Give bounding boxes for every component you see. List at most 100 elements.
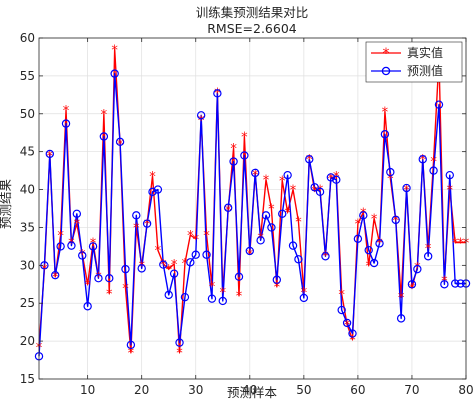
data-point-actual: * — [230, 142, 237, 157]
data-point-actual: * — [371, 212, 378, 227]
data-point-predicted — [310, 183, 319, 192]
legend: * 真实值 预测值 — [365, 41, 463, 83]
series-layer: * * * * * * * * * * * * * * * * * * * * * * * * * * * * * * * * * * * * * * * *… — [34, 43, 471, 361]
data-point-predicted — [450, 279, 460, 288]
data-point-actual: * — [101, 108, 108, 123]
data-point-actual: * — [149, 170, 156, 185]
data-point-predicted — [369, 258, 379, 268]
data-point-predicted — [380, 130, 390, 139]
data-point-predicted — [251, 168, 260, 178]
data-point-predicted — [348, 329, 357, 338]
legend-label-predicted: 预测值 — [407, 63, 443, 78]
data-point-actual: * — [187, 229, 194, 244]
data-point-predicted — [191, 250, 200, 259]
data-point-predicted — [364, 245, 373, 255]
data-point-predicted — [202, 250, 211, 259]
data-point-predicted — [423, 252, 433, 261]
data-point-predicted — [115, 137, 125, 147]
legend-marker-predicted — [381, 66, 391, 76]
data-point-actual: * — [128, 346, 135, 361]
plot-frame — [38, 37, 467, 380]
data-point-actual: * — [322, 249, 329, 264]
data-point-predicted — [99, 132, 109, 141]
data-point-actual: * — [295, 215, 302, 230]
data-point-actual: * — [328, 172, 335, 187]
data-point-actual: * — [203, 229, 210, 244]
data-point-actual: * — [409, 282, 416, 297]
data-point-predicted — [326, 173, 336, 182]
data-point-predicted — [256, 236, 265, 245]
data-point-predicted — [229, 157, 238, 166]
data-point-actual: * — [279, 174, 286, 189]
data-point-predicted — [267, 223, 276, 232]
chart-subtitle: RMSE=2.6604 — [207, 21, 297, 36]
y-tick-label: 55 — [20, 69, 35, 83]
data-point-predicted — [402, 183, 411, 193]
y-tick-label: 50 — [20, 107, 35, 121]
data-point-actual: * — [214, 87, 221, 102]
data-point-actual: * — [160, 258, 167, 273]
data-point-actual: * — [349, 334, 356, 349]
data-point-actual: * — [111, 43, 118, 58]
data-point-predicted — [169, 269, 179, 278]
data-point-actual: * — [133, 221, 140, 236]
data-point-predicted — [164, 290, 173, 300]
x-tick-label: 60 — [350, 383, 365, 397]
x-tick-label: 20 — [134, 383, 149, 397]
data-point-actual: * — [263, 174, 270, 189]
series-markers-predicted — [34, 69, 471, 361]
data-point-actual: * — [447, 184, 454, 199]
legend-marker-actual: * — [383, 46, 390, 62]
data-point-predicted — [418, 155, 427, 164]
data-point-predicted — [396, 314, 406, 323]
data-point-actual: * — [355, 218, 362, 233]
data-point-predicted — [283, 170, 292, 180]
data-point-actual: * — [420, 153, 427, 168]
x-tick-label: 80 — [458, 383, 473, 397]
data-point-actual: * — [306, 153, 313, 168]
data-point-predicted — [72, 209, 82, 219]
data-point-predicted — [359, 211, 368, 220]
data-point-predicted — [321, 252, 330, 261]
data-point-actual: * — [57, 229, 64, 244]
y-tick-label: 25 — [20, 296, 35, 310]
data-point-predicted — [261, 211, 271, 220]
data-point-predicted — [159, 260, 168, 269]
data-point-predicted — [61, 119, 71, 128]
data-point-predicted — [299, 293, 309, 303]
data-point-predicted — [132, 211, 141, 220]
data-point-predicted — [148, 187, 157, 197]
data-point-predicted — [342, 318, 352, 328]
data-point-actual: * — [441, 274, 448, 289]
data-point-actual: * — [376, 237, 383, 252]
data-point-actual: * — [425, 242, 432, 257]
data-point-actual: * — [311, 185, 318, 200]
data-point-predicted — [223, 203, 233, 212]
data-point-predicted — [175, 338, 184, 347]
data-point-predicted — [105, 274, 114, 283]
data-point-predicted — [186, 258, 195, 267]
data-point-predicted — [121, 264, 130, 274]
data-point-actual: * — [236, 290, 243, 305]
data-point-actual: * — [106, 287, 113, 302]
data-point-actual: * — [333, 170, 340, 185]
data-point-predicted — [126, 340, 136, 350]
data-point-actual: * — [95, 271, 102, 286]
data-point-predicted — [234, 272, 244, 281]
data-point-predicted — [353, 234, 363, 244]
data-point-predicted — [110, 69, 119, 78]
data-point-predicted — [407, 280, 417, 289]
data-point-predicted — [445, 170, 454, 180]
data-point-actual: * — [398, 291, 405, 306]
data-point-predicted — [332, 175, 341, 184]
data-point-predicted — [440, 280, 449, 289]
data-point-actual: * — [365, 259, 372, 274]
y-tick-label: 30 — [20, 258, 35, 272]
data-point-predicted — [337, 305, 346, 315]
data-point-actual: * — [392, 214, 399, 229]
data-point-actual: * — [192, 233, 199, 248]
y-tick-label: 20 — [20, 334, 35, 348]
data-point-actual: * — [290, 184, 297, 199]
data-point-predicted — [51, 270, 60, 280]
